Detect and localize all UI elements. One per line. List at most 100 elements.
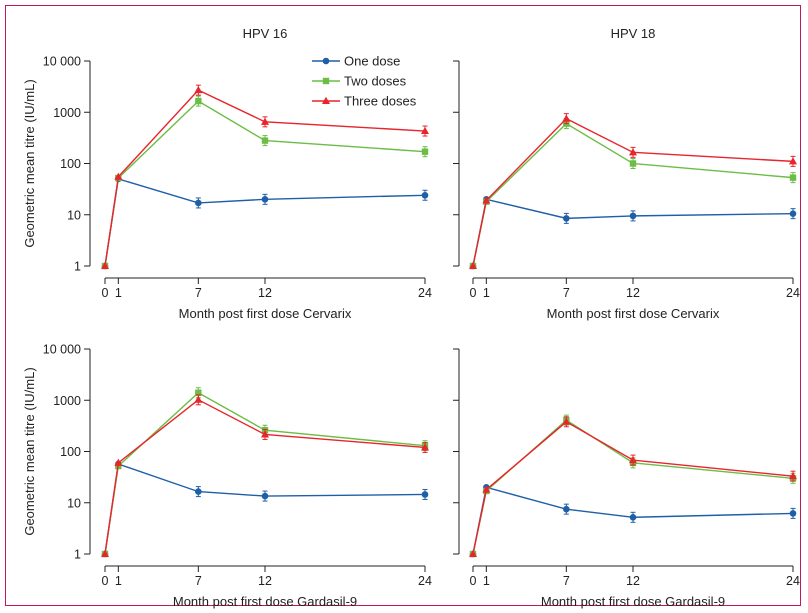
data-point bbox=[789, 471, 797, 480]
series-triangle bbox=[469, 113, 797, 269]
legend-label: Three doses bbox=[344, 94, 417, 109]
x-axis-title: Month post first dose Cervarix bbox=[547, 306, 720, 321]
series-circle bbox=[101, 460, 429, 558]
legend-label: Two doses bbox=[344, 74, 407, 89]
x-tick-label: 7 bbox=[195, 574, 202, 588]
data-point bbox=[101, 549, 109, 557]
data-point bbox=[469, 261, 477, 269]
series-square bbox=[101, 387, 429, 558]
x-tick-label: 12 bbox=[258, 574, 272, 588]
data-point bbox=[421, 443, 429, 451]
series-square bbox=[469, 414, 797, 558]
chart-panel-2: 0 1 7 12 24 Month post first dose Cervarix HPV… bbox=[453, 26, 800, 321]
data-point bbox=[789, 157, 797, 165]
y-tick-label: 100 bbox=[60, 445, 81, 459]
series-circle bbox=[101, 175, 429, 270]
x-tick-label: 1 bbox=[483, 286, 490, 300]
data-point bbox=[421, 491, 429, 498]
data-point bbox=[194, 85, 203, 94]
x-tick-label: 24 bbox=[418, 574, 432, 588]
data-point bbox=[114, 172, 123, 180]
data-point bbox=[563, 505, 570, 513]
panel-title: HPV 16 bbox=[243, 26, 288, 41]
y-axis-title: Geometric mean titre (IU/mL) bbox=[22, 79, 37, 247]
x-tick-label: 1 bbox=[115, 286, 122, 300]
series-circle bbox=[469, 196, 797, 270]
legend-marker bbox=[322, 57, 330, 65]
data-point bbox=[629, 212, 637, 220]
series-line bbox=[472, 198, 794, 267]
x-tick-label: 7 bbox=[195, 286, 202, 300]
data-point bbox=[482, 485, 491, 493]
data-point bbox=[421, 126, 429, 135]
data-point bbox=[195, 97, 202, 105]
y-tick-label: 10 000 bbox=[43, 343, 81, 357]
data-point bbox=[629, 455, 637, 464]
data-point bbox=[563, 215, 570, 222]
data-point bbox=[789, 174, 797, 181]
x-tick-label: 24 bbox=[418, 286, 432, 300]
series-line bbox=[104, 463, 426, 555]
data-point bbox=[194, 395, 203, 403]
data-point bbox=[261, 430, 269, 438]
x-axis-title: Month post first dose Gardasil-9 bbox=[541, 594, 725, 609]
x-axis-title: Month post first dose Gardasil-9 bbox=[173, 594, 357, 609]
legend-label: One dose bbox=[344, 54, 400, 69]
chart-panel-4: 0 1 7 12 24 Month post first dose Gardasil-9 bbox=[453, 348, 800, 609]
y-tick-label: 10 bbox=[67, 496, 81, 510]
legend: One dose Two doses Three doses bbox=[312, 54, 417, 109]
x-axis-title: Month post first dose Cervarix bbox=[179, 306, 352, 321]
data-point bbox=[789, 210, 797, 217]
series-triangle bbox=[469, 416, 797, 557]
data-point bbox=[629, 514, 637, 521]
legend-marker bbox=[322, 96, 330, 104]
series-square bbox=[469, 118, 797, 270]
series-line bbox=[104, 398, 426, 555]
data-point bbox=[562, 417, 571, 425]
x-tick-label: 12 bbox=[258, 286, 272, 300]
series-line bbox=[472, 122, 794, 267]
data-point bbox=[261, 117, 269, 125]
x-tick-label: 0 bbox=[470, 574, 477, 588]
y-tick-label: 10 000 bbox=[43, 55, 81, 69]
data-point bbox=[101, 261, 109, 269]
series-triangle bbox=[101, 84, 429, 269]
x-tick-label: 24 bbox=[786, 286, 800, 300]
data-point bbox=[261, 196, 269, 203]
data-point bbox=[195, 488, 202, 495]
x-tick-label: 7 bbox=[563, 574, 570, 588]
data-point bbox=[195, 389, 202, 396]
y-tick-label: 1000 bbox=[53, 394, 81, 408]
y-tick-label: 100 bbox=[60, 157, 81, 171]
series-triangle bbox=[101, 394, 429, 557]
x-tick-label: 1 bbox=[483, 574, 490, 588]
data-point bbox=[195, 199, 202, 207]
x-tick-label: 7 bbox=[563, 286, 570, 300]
series-line bbox=[472, 117, 794, 267]
data-point bbox=[629, 160, 637, 167]
series-line bbox=[472, 420, 794, 555]
x-tick-label: 0 bbox=[102, 286, 109, 300]
data-point bbox=[261, 492, 269, 500]
y-tick-label: 1 bbox=[74, 548, 81, 562]
panel-title: HPV 18 bbox=[611, 26, 656, 41]
data-point bbox=[789, 510, 797, 517]
data-point bbox=[421, 191, 429, 199]
x-tick-label: 12 bbox=[626, 574, 640, 588]
series-line bbox=[104, 178, 426, 267]
legend-marker bbox=[322, 77, 330, 85]
y-tick-label: 1000 bbox=[53, 106, 81, 120]
data-point bbox=[114, 458, 123, 466]
series-line bbox=[104, 391, 426, 555]
data-point bbox=[469, 549, 477, 557]
x-tick-label: 0 bbox=[470, 286, 477, 300]
y-axis-title: Geometric mean titre (IU/mL) bbox=[22, 367, 37, 535]
series-line bbox=[472, 419, 794, 555]
x-tick-label: 24 bbox=[786, 574, 800, 588]
figure-frame bbox=[5, 5, 801, 606]
data-point bbox=[629, 148, 637, 156]
x-tick-label: 12 bbox=[626, 286, 640, 300]
data-point bbox=[261, 137, 269, 144]
